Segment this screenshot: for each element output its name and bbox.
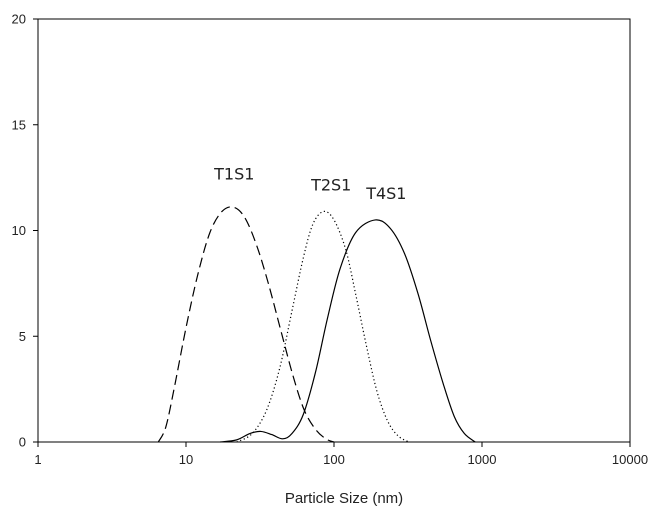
y-tick-label: 0 [19,435,26,450]
y-tick-label: 5 [19,329,26,344]
y-tick-label: 10 [12,223,26,238]
series-label-t1s1: T1S1 [213,165,254,184]
x-tick-label: 100 [323,452,345,467]
x-tick-label: 10000 [612,452,648,467]
series-label-t2s1: T2S1 [310,175,351,194]
plot-area-frame [37,18,631,443]
x-tick-label: 10 [179,452,193,467]
series-group: T1S1 T2S1 T4S1 [157,165,476,443]
series-line-t4s1 [220,219,476,443]
x-tick-label: 1 [34,452,41,467]
series-line-t1s1 [157,206,335,443]
y-tick-label: 15 [12,117,26,132]
x-axis-ticks: 1 10 100 1000 10000 [34,442,648,467]
series-label-t4s1: T4S1 [365,184,406,203]
series-line-t2s1 [236,210,410,443]
x-axis-label: Particle Size (nm) [285,490,403,507]
y-tick-label: 20 [12,12,26,27]
y-axis-ticks: 0 5 10 15 20 [12,12,38,450]
x-tick-label: 1000 [468,452,497,467]
